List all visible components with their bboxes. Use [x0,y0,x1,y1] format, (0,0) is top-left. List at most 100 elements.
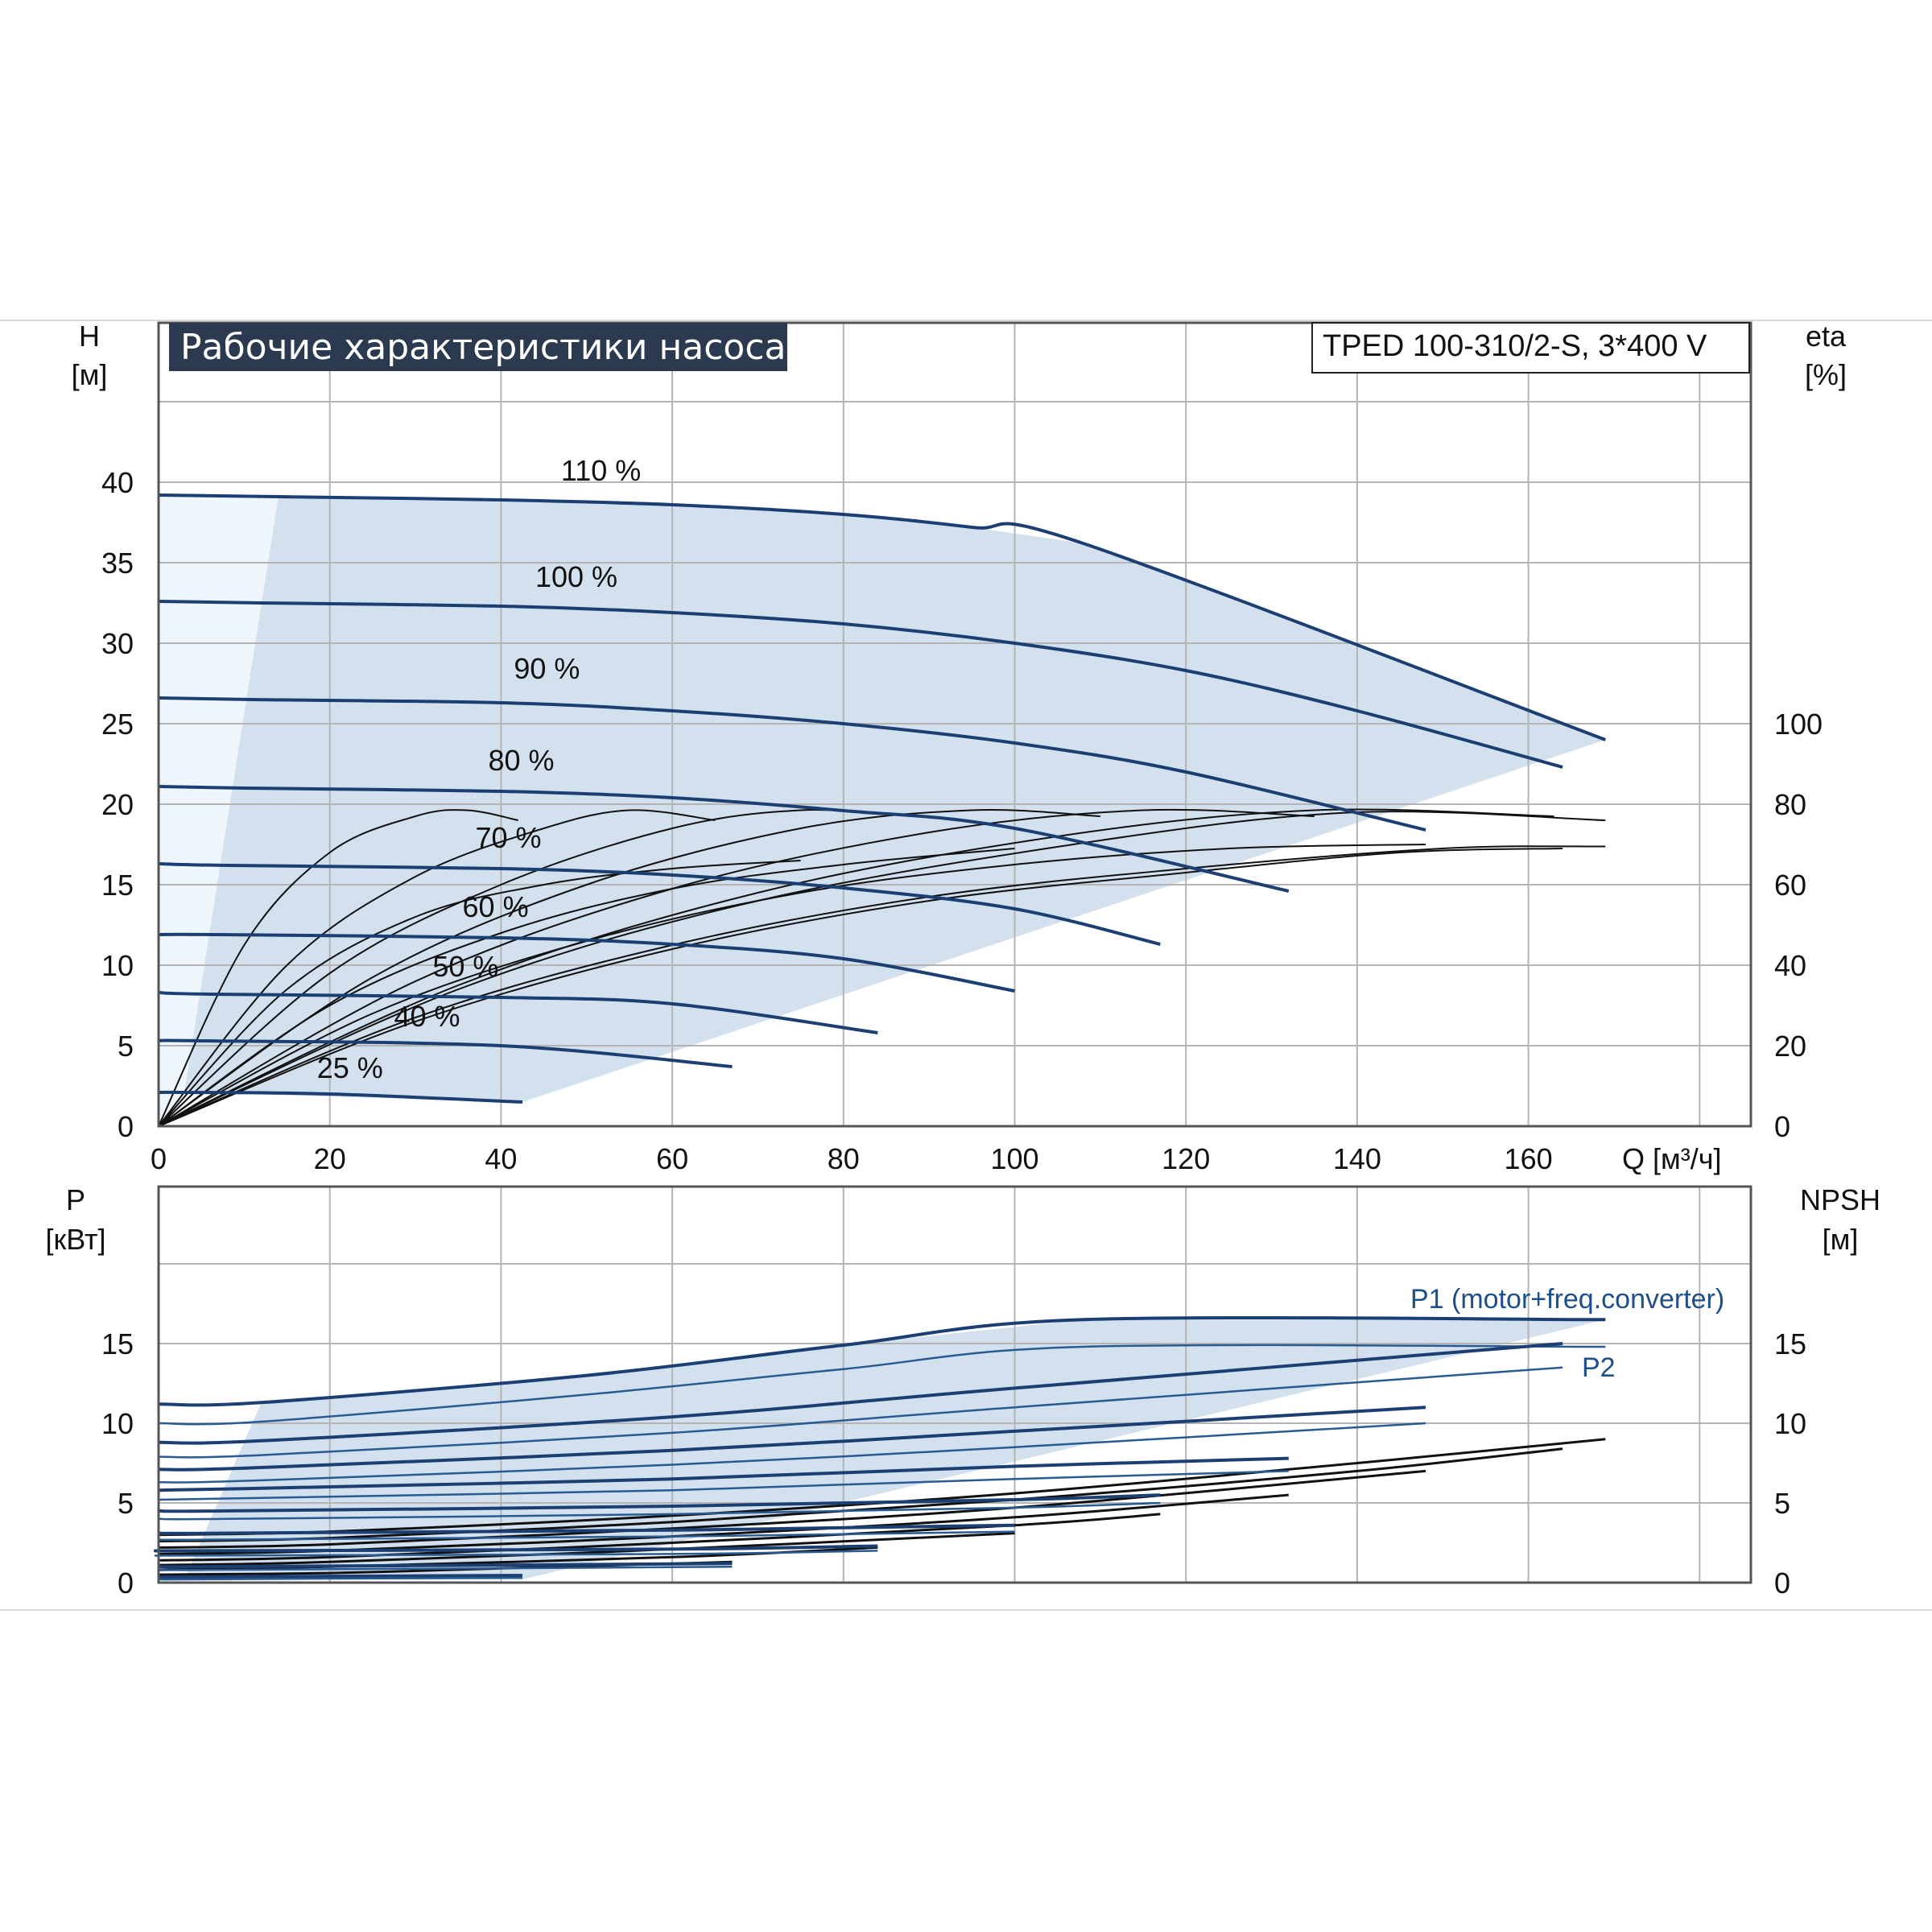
npsh-tick-label: 10 [1774,1407,1806,1440]
head-curve [158,1090,523,1104]
eta-tick-label: 20 [1774,1030,1806,1063]
npsh-axis-title: NPSH [1800,1183,1880,1216]
power-grid [159,1187,1751,1583]
power-curve [158,1501,1161,1521]
eta-tick-label: 40 [1774,949,1806,982]
head-panel: 110 % 100 % 90 % 80 % 70 % 60 % 50 % 40 % 25 % 0… [72,320,1847,1175]
power-curve [158,1470,1289,1501]
power-curve [158,1406,1426,1472]
efficiency-curve [158,844,1426,1127]
efficiency-curve [158,809,716,1127]
speed-label: 80 % [488,744,554,777]
power-curve [158,1562,733,1569]
head-curve [158,696,1426,832]
efficiency-curve [158,848,1563,1127]
head-axis-unit: [м] [72,358,108,391]
head-tick-label: 30 [101,627,134,660]
power-axes: 0 5 10 15 0 5 10 15 [101,1327,1806,1600]
efficiency-curve [158,808,1554,1127]
head-axes: 0 5 10 15 20 25 30 35 40 0 20 40 60 80 100 0 20 40 60 80 100… [101,466,1823,1175]
power-curve [158,1342,1563,1445]
eta-tick-label: 0 [1774,1110,1790,1143]
power-panel: 0 5 10 15 0 5 10 15 P [кВт] NPSH [м] P1 (motor+… [45,1183,1880,1600]
speed-labels: 110 % 100 % 90 % 80 % 70 % 60 % 50 % 40 % 25 % [317,454,642,1084]
power-tick-label: 10 [101,1407,134,1440]
head-plot-border [157,321,1752,1128]
flow-tick-label: 40 [485,1142,517,1175]
flow-tick-label: 140 [1333,1142,1381,1175]
power-curve [158,1315,1606,1407]
title-box [169,323,787,371]
speed-label: 25 % [317,1051,383,1084]
head-tick-label: 25 [101,708,134,741]
head-tick-label: 15 [101,869,134,902]
speed-label: 110 % [561,454,641,487]
speed-label: 40 % [394,1000,460,1033]
efficiency-curve [158,848,1015,1127]
eta-axis-unit: [%] [1805,358,1847,391]
npsh-tick-label: 5 [1774,1487,1790,1520]
npsh-curve [158,1469,1426,1549]
head-curve [158,493,1607,741]
head-curve [158,862,1161,946]
chart-title: Рабочие характеристики насоса [180,327,786,368]
power-plot-border [157,1185,1752,1584]
speed-label: 70 % [475,821,541,854]
head-curve [158,932,1015,993]
power-axis-title: P [66,1183,85,1216]
operating-area-low-light [159,495,279,1126]
eta-tick-label: 80 [1774,788,1806,821]
power-curve [157,1523,1015,1535]
power-tick-label: 0 [118,1567,134,1600]
speed-label: 100 % [535,560,617,593]
head-curve [158,991,878,1034]
head-tick-label: 20 [101,788,134,821]
power-curve [158,1574,523,1579]
head-tick-label: 35 [101,547,134,580]
efficiency-curve [158,811,1606,1127]
efficiency-curve [158,808,1315,1127]
flow-tick-label: 100 [990,1142,1038,1175]
efficiency-curves [158,808,1606,1127]
power-curve [158,1530,1015,1542]
head-tick-label: 5 [118,1030,134,1063]
power-operating-area [184,1319,1606,1580]
efficiency-curve [158,809,518,1127]
head-axis-title: H [79,320,100,353]
power-curve [158,1344,1606,1426]
power-curve [158,1422,1426,1484]
flow-tick-label: 60 [656,1142,688,1175]
head-curves [158,493,1607,1104]
head-curve [158,600,1563,769]
speed-label: 50 % [432,950,498,983]
flow-tick-label: 20 [314,1142,346,1175]
power-curve [158,1576,523,1581]
p2-annotation: P2 [1582,1352,1616,1383]
power-axis-unit: [кВт] [45,1223,105,1256]
flow-tick-label: 160 [1505,1142,1553,1175]
flow-tick-label: 0 [151,1142,167,1175]
head-tick-label: 40 [101,466,134,499]
power-curve [158,1456,1289,1492]
eta-tick-label: 60 [1774,869,1806,902]
head-curve [158,785,1290,893]
operating-area [184,497,1606,1102]
head-curve [158,1038,733,1068]
flow-tick-label: 120 [1162,1142,1210,1175]
head-tick-label: 0 [118,1110,134,1143]
power-tick-label: 15 [101,1327,134,1360]
p1-annotation: P1 (motor+freq.converter) [1410,1284,1724,1315]
flow-tick-label: 80 [828,1142,860,1175]
power-curve [158,1493,1161,1513]
npsh-tick-label: 0 [1774,1567,1790,1600]
speed-label: 60 % [463,890,529,923]
eta-axis-title: eta [1806,320,1847,353]
speed-label: 90 % [514,652,580,685]
head-tick-label: 10 [101,949,134,982]
power-curve [158,1366,1563,1459]
efficiency-curve [158,860,801,1127]
power-curve [158,1565,733,1571]
npsh-curve [158,1513,1161,1562]
flow-axis-title: Q [м³/ч] [1622,1142,1722,1175]
